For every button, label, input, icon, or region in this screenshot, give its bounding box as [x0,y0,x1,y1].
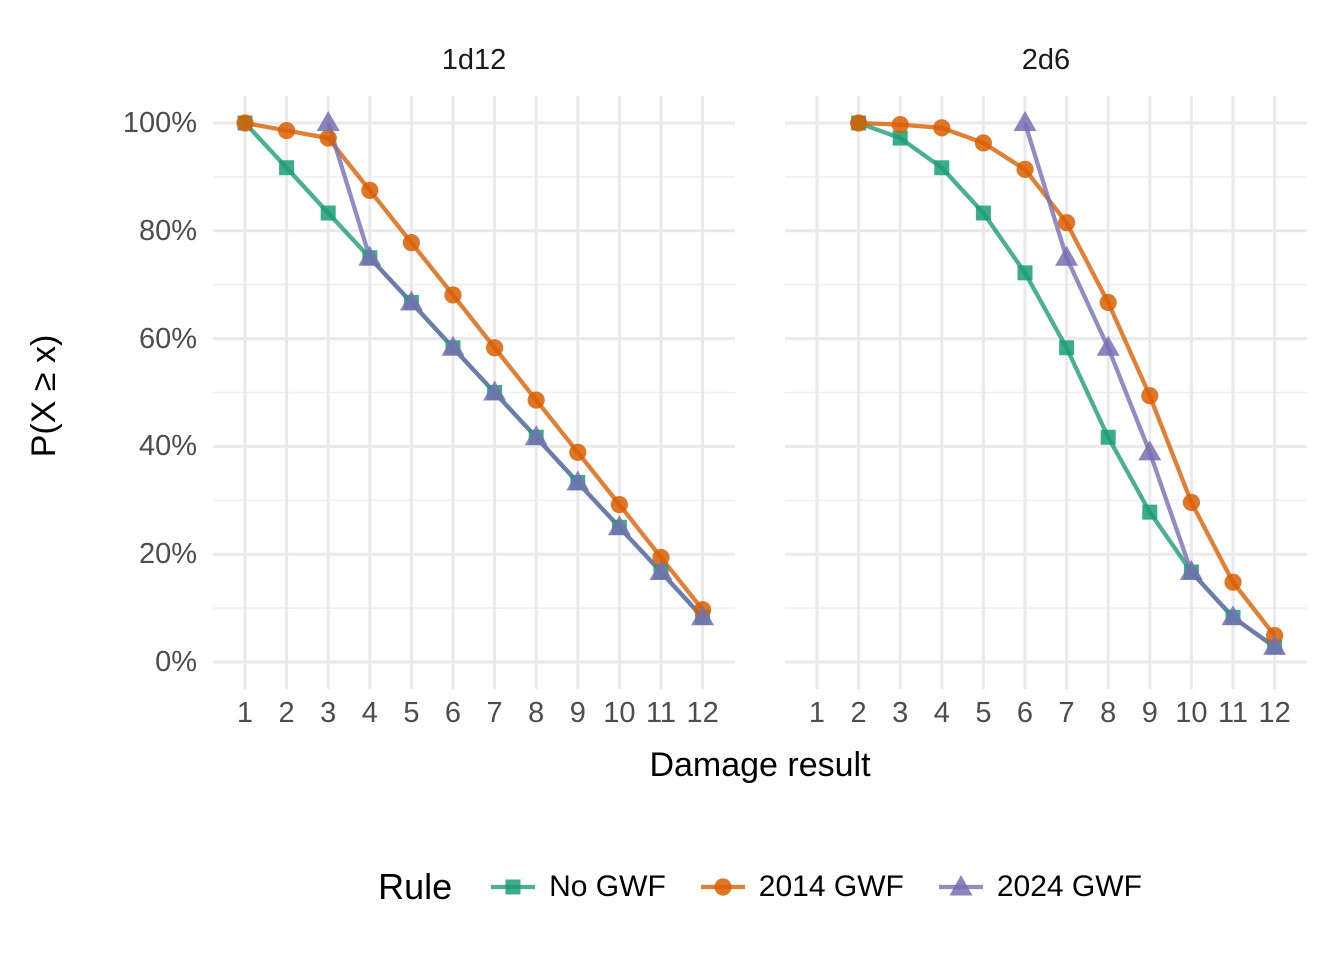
x-tick-label: 5 [403,697,420,729]
x-tick-label: 2 [850,697,867,729]
marker-triangle-2024-gwf [441,335,465,356]
x-tick-label: 3 [320,697,337,729]
x-tick-label: 12 [686,697,719,729]
y-axis-title: P(X ≥ x) [25,334,63,458]
marker-triangle-2024-gwf [1179,559,1203,580]
legend-item-2024-gwf: 2024 GWF [938,869,1142,905]
marker-square-no-gwf [975,205,991,221]
marker-circle-2014-gwf [486,339,504,357]
marker-circle-2014-gwf [527,391,545,409]
marker-triangle-2024-gwf [649,559,673,580]
x-tick-label: 1 [236,697,254,729]
legend-title: Rule [378,866,453,907]
marker-circle-2014-gwf [444,286,462,304]
x-tick-label: 12 [1258,697,1291,729]
x-tick-label: 8 [528,697,545,729]
y-tick-label: 0% [155,646,197,678]
y-tick-label: 60% [138,322,197,355]
marker-triangle-2024-gwf [1055,245,1079,266]
marker-circle-2014-gwf [652,548,670,567]
marker-circle-2014-gwf [361,181,379,199]
marker-triangle-2024-gwf [1096,335,1120,356]
x-axis-title: Damage result [649,746,871,784]
marker-circle-2014-gwf [1224,573,1242,591]
marker-triangle-2024-gwf [1138,440,1162,461]
legend-item-2014-gwf: 2014 GWF [700,869,904,905]
marker-triangle-2024-gwf [358,245,382,266]
marker-circle-2014-gwf [933,119,951,137]
marker-circle-2014-gwf [1058,214,1076,232]
legend-key-triangle-icon [938,875,983,896]
marker-circle-2014-gwf [850,114,868,132]
marker-circle-2014-gwf [402,234,420,252]
x-tick-label: 5 [975,697,992,729]
marker-circle-2014-gwf [610,496,629,514]
x-tick-label: 11 [645,697,677,729]
marker-circle-2014-gwf [1182,493,1200,512]
x-tick-label: 1 [808,697,826,729]
marker-square-no-gwf [934,160,950,176]
marker-triangle-2024-gwf [483,380,507,401]
marker-square-no-gwf [320,205,336,221]
x-tick-label: 11 [1217,697,1249,729]
x-tick-label: 9 [569,697,586,729]
x-tick-label: 7 [1058,697,1075,729]
marker-triangle-2024-gwf [691,605,715,626]
facet-strip-title-1d12: 1d12 [441,44,507,76]
x-tick-label: 4 [933,697,950,729]
x-tick-label: 7 [486,697,503,729]
marker-triangle-2024-gwf [316,111,340,131]
marker-circle-2014-gwf [236,114,254,132]
x-tick-label: 8 [1100,697,1117,729]
x-tick-label: 6 [1016,697,1034,729]
marker-square-no-gwf [892,130,908,146]
marker-circle-2014-gwf [1099,293,1117,312]
y-tick-label: 40% [138,430,197,463]
chart-canvas [213,96,1307,689]
marker-triangle-2024-gwf [566,470,590,491]
marker-triangle-2024-gwf [1221,605,1245,626]
legend-key-square-icon [491,879,536,895]
marker-circle-2014-gwf [278,121,296,140]
marker-circle-2014-gwf [319,129,337,147]
marker-triangle-2024-gwf [399,290,423,311]
legend-key-circle-icon [700,878,745,896]
x-tick-label: 10 [1175,697,1208,729]
facet-strip-title-2d6: 2d6 [1021,44,1071,76]
legend-label-no-gwf: No GWF [549,870,666,903]
marker-square-no-gwf [1017,265,1033,281]
x-tick-label: 10 [603,697,636,729]
marker-triangle-2024-gwf [1263,634,1287,655]
marker-circle-2014-gwf [891,116,909,134]
legend: Rule No GWF 2014 GWF 2024 GWF [213,852,1307,922]
marker-triangle-2024-gwf [607,515,631,536]
marker-circle-2014-gwf [1016,160,1034,178]
marker-circle-2014-gwf [569,443,587,461]
legend-item-no-gwf: No GWF [490,869,666,905]
x-tick-label: 4 [361,697,378,729]
x-tick-label: 2 [278,697,295,729]
legend-label-2014-gwf: 2014 GWF [758,870,904,903]
marker-square-no-gwf [1059,340,1075,356]
series-line-2024-gwf [326,122,705,619]
marker-square-no-gwf [279,160,295,176]
y-tick-label: 80% [138,214,197,247]
marker-triangle-2024-gwf [1013,111,1037,131]
legend-label-2024-gwf: 2024 GWF [996,870,1142,903]
x-tick-label: 3 [892,697,909,729]
marker-square-no-gwf [1100,429,1116,445]
x-tick-label: 9 [1141,697,1158,729]
marker-square-no-gwf [1142,504,1158,520]
y-tick-label: 100% [122,107,197,139]
marker-triangle-2024-gwf [524,425,548,446]
marker-circle-2014-gwf [974,134,993,152]
marker-circle-2014-gwf [1141,387,1159,405]
x-tick-label: 6 [444,697,462,729]
y-tick-label: 20% [138,538,197,571]
